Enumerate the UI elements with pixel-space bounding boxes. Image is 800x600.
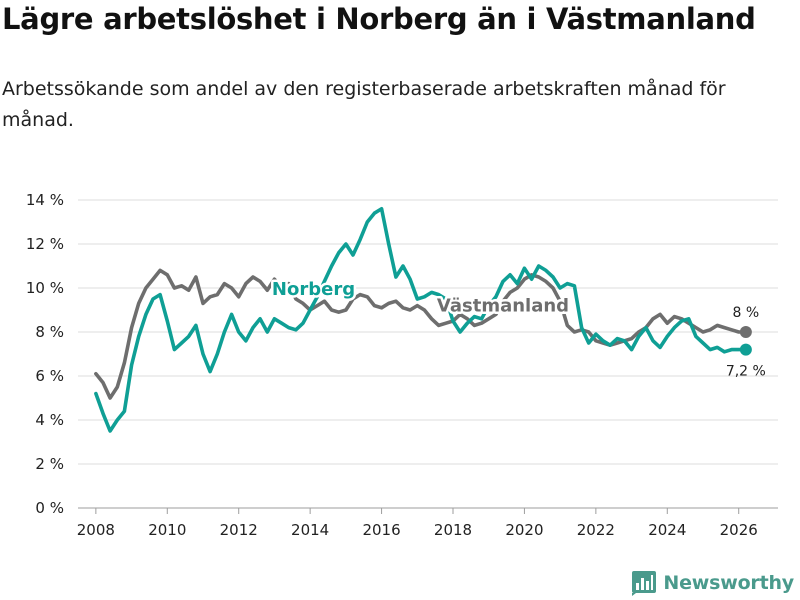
- end-point-norberg: [739, 343, 752, 356]
- x-tick-label: 2008: [77, 521, 115, 539]
- series-line-västmanland: [94, 268, 748, 400]
- end-label-norberg: 7,2 %: [726, 364, 766, 380]
- series-label-norberg: Norberg: [272, 279, 355, 300]
- series-lines: [94, 207, 752, 433]
- x-tick-label: 2014: [291, 521, 329, 539]
- end-point-västmanland: [739, 326, 752, 338]
- series-label-vastmanland: Västmanland: [437, 295, 569, 316]
- y-tick-label: 8 %: [35, 323, 64, 341]
- x-tick-label: 2024: [648, 521, 686, 539]
- x-tick-label: 2016: [362, 521, 400, 539]
- newsworthy-logo: Newsworthy: [631, 570, 794, 596]
- x-tick-label: 2010: [148, 521, 186, 539]
- y-tick-label: 12 %: [26, 235, 64, 253]
- axes: 0 % 2 % 4 % 6 % 8 % 10 % 12 % 14 % 2008 2010 2012 2…: [26, 191, 778, 539]
- y-tick-label: 2 %: [35, 455, 64, 473]
- y-tick-label: 10 %: [26, 279, 64, 297]
- x-tick-label: 2022: [577, 521, 615, 539]
- brand-name: Newsworthy: [663, 572, 794, 594]
- y-tick-label: 4 %: [35, 411, 64, 429]
- x-tick-label: 2026: [720, 521, 758, 539]
- x-tick-label: 2018: [434, 521, 472, 539]
- chart-title: Lägre arbetslöshet i Norberg än i Västma…: [2, 2, 756, 36]
- series-line-norberg: [94, 207, 748, 433]
- grid-lines: [78, 199, 778, 509]
- annotations: Västmanland Norberg 8 % 7,2 %: [269, 277, 766, 380]
- x-tick-label: 2012: [220, 521, 258, 539]
- y-tick-label: 14 %: [26, 191, 64, 209]
- x-tick-label: 2020: [505, 521, 543, 539]
- y-tick-label: 0 %: [35, 499, 64, 517]
- end-label-vastmanland: 8 %: [733, 305, 760, 321]
- y-tick-label: 6 %: [35, 367, 64, 385]
- newsworthy-bar-chart-icon: [632, 571, 657, 596]
- chart-subtitle: Arbetssökande som andel av den registerb…: [2, 78, 726, 131]
